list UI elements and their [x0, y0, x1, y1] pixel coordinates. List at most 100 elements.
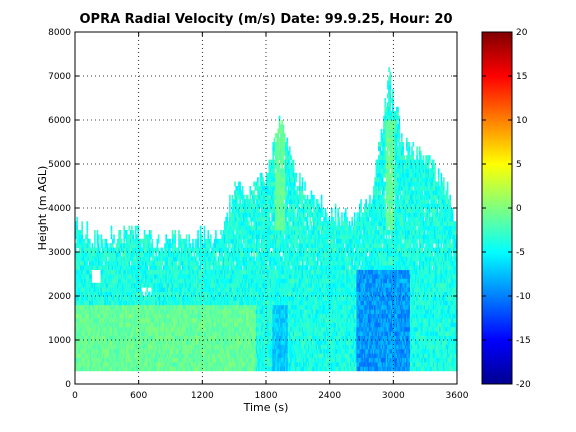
velocity-cell [239, 243, 241, 248]
velocity-cell [85, 260, 87, 266]
velocity-cell [239, 318, 241, 323]
velocity-cell [138, 309, 141, 314]
velocity-cell [173, 357, 175, 363]
velocity-cell [120, 274, 123, 279]
velocity-cell [99, 256, 101, 262]
velocity-cell [197, 340, 199, 345]
velocity-cell [94, 282, 96, 288]
velocity-cell [89, 278, 91, 284]
velocity-cell [232, 353, 235, 358]
velocity-cell [241, 344, 244, 350]
velocity-cell [243, 291, 245, 297]
velocity-cell [235, 247, 238, 253]
velocity-cell [136, 348, 138, 354]
velocity-cell [123, 252, 126, 257]
velocity-cell [181, 357, 184, 363]
velocity-cell [117, 335, 119, 341]
velocity-cell [85, 304, 87, 310]
velocity-cell [95, 318, 98, 323]
velocity-cell [185, 348, 188, 354]
velocity-cell [234, 340, 236, 345]
velocity-cell [188, 353, 190, 358]
velocity-cell [244, 278, 247, 284]
velocity-cell [77, 331, 80, 336]
velocity-cell [136, 260, 138, 266]
velocity-cell [230, 247, 233, 253]
velocity-cell [231, 366, 234, 372]
velocity-cell [167, 362, 170, 367]
velocity-cell [215, 243, 217, 248]
velocity-cell [82, 269, 85, 275]
velocity-cell [101, 252, 104, 257]
velocity-cell [183, 243, 185, 248]
velocity-cell [218, 252, 221, 257]
velocity-cell [236, 309, 239, 314]
velocity-cell [125, 260, 128, 266]
velocity-cell [100, 366, 103, 372]
velocity-cell [96, 260, 99, 266]
velocity-cell [137, 238, 140, 244]
velocity-cell [183, 269, 185, 275]
velocity-cell [222, 282, 225, 288]
velocity-cell [181, 318, 184, 323]
velocity-cell [220, 318, 222, 323]
velocity-cell [239, 265, 241, 270]
velocity-cell [188, 335, 190, 341]
velocity-cell [136, 318, 138, 323]
velocity-cell [209, 269, 212, 275]
velocity-cell [211, 269, 213, 275]
velocity-cell [207, 260, 210, 266]
velocity-cell [118, 313, 120, 319]
velocity-cell [171, 234, 174, 240]
velocity-cell [132, 357, 134, 363]
velocity-cell [169, 318, 171, 323]
velocity-cell [160, 291, 162, 297]
velocity-cell [104, 335, 106, 341]
velocity-cell [187, 313, 189, 319]
velocity-cell [170, 291, 173, 297]
velocity-cell [209, 340, 212, 345]
velocity-cell [239, 348, 241, 354]
velocity-cell [199, 326, 202, 332]
velocity-cell [187, 344, 189, 350]
velocity-cell [91, 357, 94, 363]
velocity-cell [142, 260, 145, 266]
velocity-cell [167, 296, 170, 301]
velocity-cell [237, 282, 240, 288]
velocity-cell [117, 322, 119, 328]
velocity-cell [170, 340, 173, 345]
velocity-cell [99, 340, 101, 345]
velocity-cell [139, 243, 142, 248]
velocity-cell [235, 326, 238, 332]
velocity-cell [174, 353, 176, 358]
velocity-cell [132, 278, 134, 284]
velocity-cell [105, 256, 108, 262]
velocity-cell [123, 318, 126, 323]
velocity-cell [161, 335, 164, 341]
velocity-cell [110, 300, 113, 306]
velocity-cell [240, 313, 243, 319]
velocity-cell [129, 234, 132, 240]
velocity-cell [100, 282, 103, 288]
velocity-cell [244, 357, 247, 363]
velocity-cell [100, 318, 103, 323]
velocity-cell [94, 291, 96, 297]
velocity-cell [137, 331, 140, 336]
velocity-cell [87, 269, 90, 275]
velocity-cell [166, 252, 169, 257]
velocity-cell [91, 300, 94, 306]
velocity-cell [235, 256, 238, 262]
velocity-cell [104, 362, 106, 367]
velocity-cell [83, 348, 86, 354]
velocity-cell [95, 256, 98, 262]
velocity-cell [78, 353, 81, 358]
velocity-cell [99, 344, 101, 350]
velocity-cell [159, 322, 161, 328]
velocity-cell [109, 287, 112, 292]
velocity-cell [169, 238, 171, 244]
velocity-cell [81, 225, 84, 231]
velocity-cell [77, 348, 80, 354]
velocity-cell [152, 335, 155, 341]
velocity-cell [137, 282, 140, 288]
velocity-cell [113, 282, 115, 288]
